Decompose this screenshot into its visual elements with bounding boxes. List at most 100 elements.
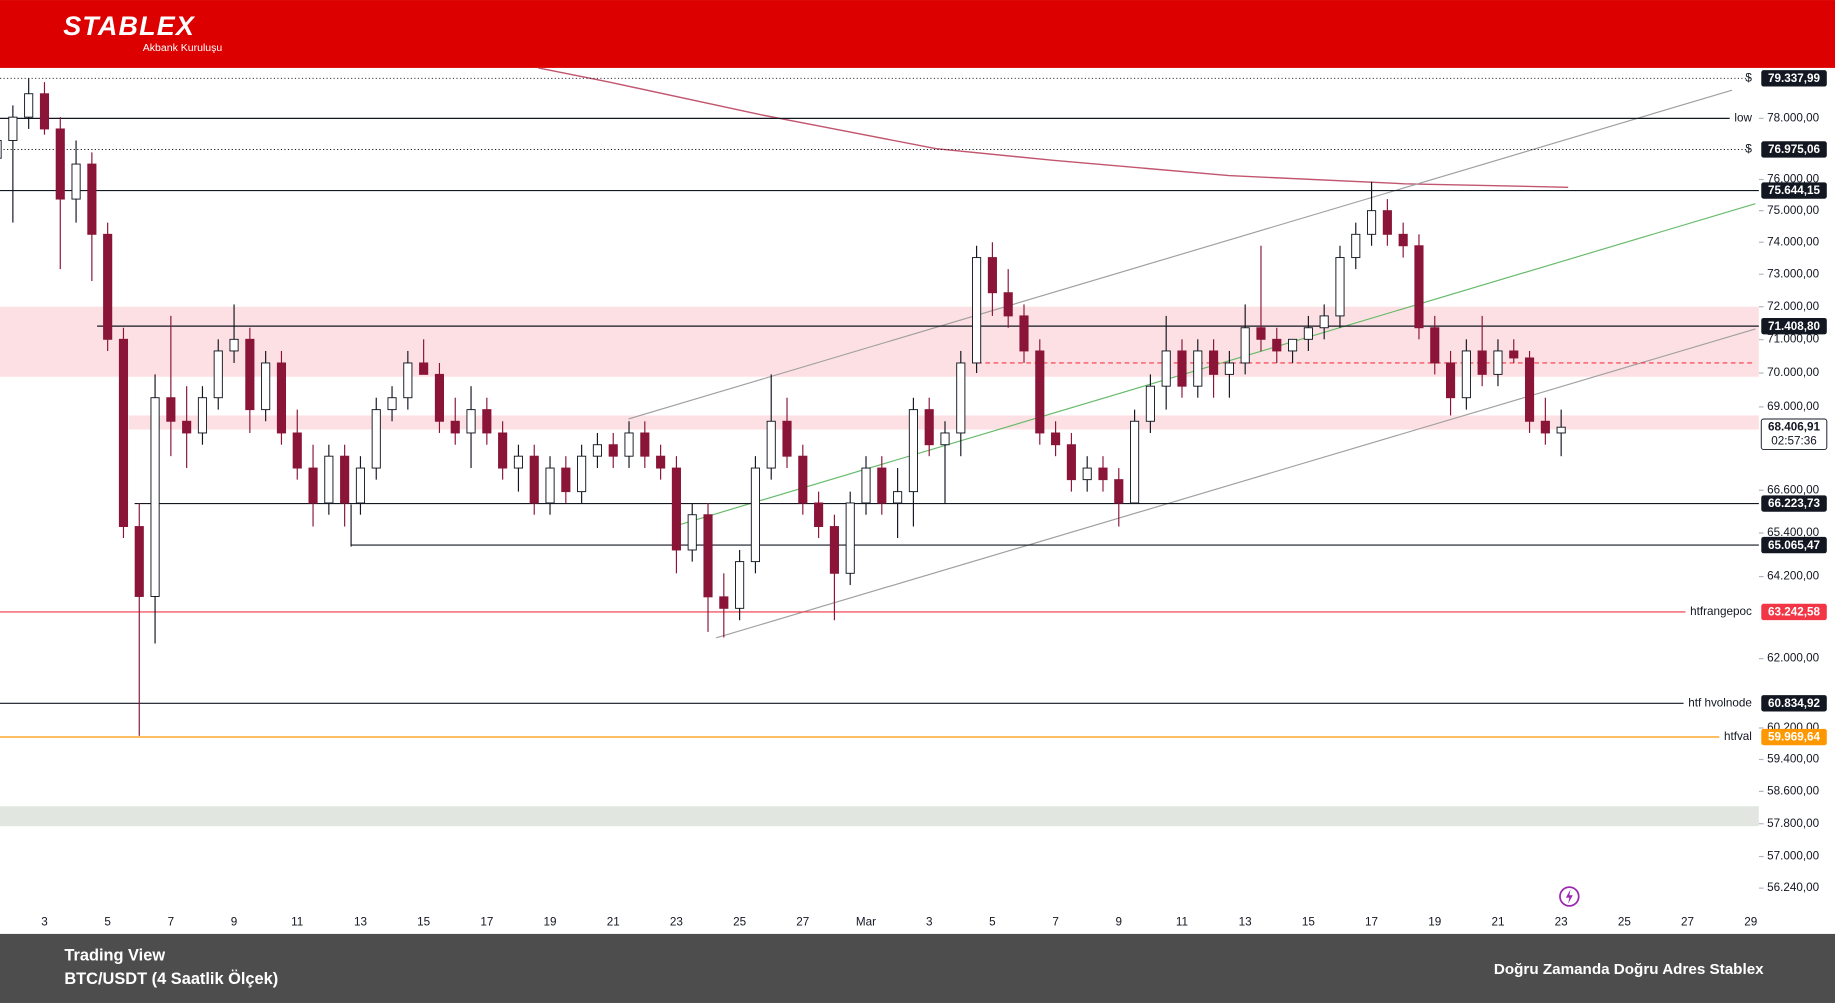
level-label: 59.969,64 xyxy=(1768,731,1820,744)
x-tick-label: 17 xyxy=(480,915,493,928)
level-label-box xyxy=(1761,536,1827,554)
y-tick-label: 58.600,00 xyxy=(1767,784,1819,797)
candle-body xyxy=(924,409,934,446)
footer-pair: BTC/USDT (4 Saatlik Ölçek) xyxy=(64,969,278,988)
candle-body xyxy=(276,362,287,434)
level-label-box xyxy=(1761,728,1827,746)
candle-body xyxy=(1224,362,1234,375)
candle-body xyxy=(687,514,697,551)
x-tick-label: 7 xyxy=(1052,915,1059,928)
candle-body xyxy=(134,526,144,597)
level-label: 71.408,80 xyxy=(1768,320,1820,333)
candle-body xyxy=(87,163,97,235)
countdown: 02:57:36 xyxy=(1771,434,1817,447)
level-name: htfval xyxy=(1724,730,1752,743)
candle-body xyxy=(1161,350,1171,387)
header-bar xyxy=(0,0,1835,68)
candle-body xyxy=(466,409,476,434)
candle-body xyxy=(482,409,492,434)
x-tick-label: 15 xyxy=(1302,915,1316,928)
x-tick-label: 23 xyxy=(1555,915,1568,928)
candle-body xyxy=(1240,327,1250,364)
candle-body xyxy=(766,420,776,469)
level-label: 75.644,15 xyxy=(1768,184,1820,197)
x-tick-label: 23 xyxy=(670,915,683,928)
x-tick-label: 11 xyxy=(1176,915,1188,928)
level-label: 63.242,58 xyxy=(1768,606,1820,619)
candle-body xyxy=(1303,327,1313,340)
level-label-box xyxy=(1761,603,1827,621)
candle-body xyxy=(987,257,997,294)
candle-body xyxy=(640,432,650,457)
x-tick-label: 19 xyxy=(1428,915,1441,928)
candle-body xyxy=(671,467,681,551)
candle-body xyxy=(24,93,34,118)
level-name: htfrangepoc xyxy=(1690,605,1752,618)
candle-body xyxy=(561,467,571,493)
candle-body xyxy=(1398,233,1408,247)
candle-body xyxy=(450,420,460,434)
footer-slogan: Doğru Zamanda Doğru Adres Stablex xyxy=(1494,961,1764,978)
candle-body xyxy=(1461,350,1471,399)
last-price-label: 68.406,91 xyxy=(1768,420,1820,433)
x-tick-label: 21 xyxy=(1491,915,1504,928)
candle-body xyxy=(1019,315,1029,352)
x-tick-label: 29 xyxy=(1744,915,1757,928)
candle-body xyxy=(877,467,887,504)
footer-source: Trading View xyxy=(64,946,165,964)
x-tick-label: Mar xyxy=(856,915,876,928)
candle-body xyxy=(545,467,555,504)
candle-body xyxy=(1319,315,1329,329)
candle-body xyxy=(292,432,302,469)
alert-icon[interactable] xyxy=(1559,886,1580,907)
candle-body xyxy=(861,467,871,504)
candle-body xyxy=(782,420,792,457)
candle-body xyxy=(0,140,2,159)
level-label-box xyxy=(1761,182,1827,199)
level-label-box xyxy=(1761,495,1827,512)
level-name: low xyxy=(1734,111,1752,124)
x-tick-label: 17 xyxy=(1365,915,1378,928)
x-tick-label: 5 xyxy=(104,915,111,928)
candle-body xyxy=(513,455,523,469)
candle-body xyxy=(229,338,239,352)
level-labels: $79.337,99 low $ 76.975,06 75.644,15 71.408,8… xyxy=(1688,70,1828,746)
x-tick-label: 21 xyxy=(607,915,620,928)
candle-body xyxy=(1335,257,1345,317)
y-tick-label: 64.200,00 xyxy=(1767,570,1819,583)
candle-body xyxy=(1509,350,1519,359)
y-tick-label: 59.400,00 xyxy=(1767,753,1819,766)
candles xyxy=(0,78,1566,736)
level-label-box xyxy=(1761,317,1827,335)
last-price-box xyxy=(1760,418,1828,450)
candle-body xyxy=(403,362,413,399)
candle-body xyxy=(1130,420,1140,504)
candle-body xyxy=(798,455,808,504)
x-tick-label: 25 xyxy=(1618,915,1631,928)
x-tick-label: 3 xyxy=(41,915,48,928)
x-tick-label: 5 xyxy=(989,915,996,928)
candle-body xyxy=(656,455,666,469)
candle-body xyxy=(1051,432,1061,446)
candle-body xyxy=(592,444,602,457)
y-tick-label: 65.400,00 xyxy=(1767,526,1819,539)
y-tick-label: 56.240,00 xyxy=(1767,881,1819,894)
level-label-box xyxy=(1761,70,1827,87)
y-tick-label: 74.000,00 xyxy=(1767,235,1819,248)
candle-body xyxy=(719,596,729,609)
level-label: 65.065,47 xyxy=(1768,539,1820,552)
y-tick-label: 78.000,00 xyxy=(1767,111,1819,124)
candle-body xyxy=(577,455,587,493)
level-name: $ xyxy=(1745,71,1752,84)
candle-body xyxy=(103,233,113,340)
level-label: 60.834,92 xyxy=(1768,697,1820,710)
y-tick-label: 70.000,00 xyxy=(1767,366,1819,379)
levels xyxy=(0,77,1759,738)
candle-body xyxy=(814,502,824,528)
y-tick-label: 76.000,00 xyxy=(1767,173,1819,186)
level-label-box xyxy=(1761,141,1827,158)
candle-body xyxy=(213,350,223,399)
footer-bar xyxy=(0,933,1835,1003)
